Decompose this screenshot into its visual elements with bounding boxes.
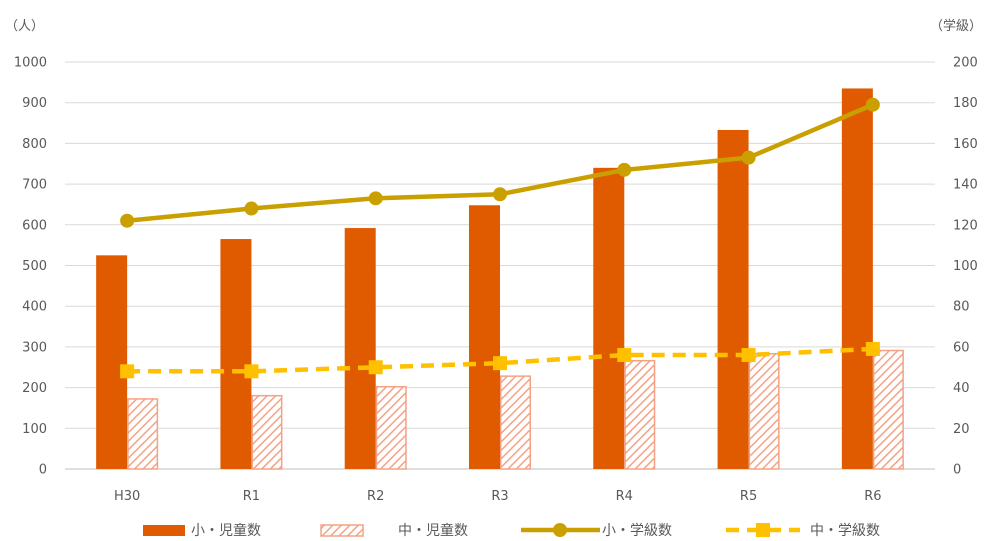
y-left-tick-label: 0: [39, 463, 47, 478]
bar-chu-jidou: [874, 350, 904, 469]
y-left-tick-label: 1000: [14, 56, 47, 71]
bar-chu-jidou: [749, 354, 779, 469]
marker-chu-gakkyu: [120, 364, 134, 378]
y-right-tick-label: 140: [953, 178, 978, 193]
y-right-tick-label: 20: [953, 422, 970, 437]
bar-sho-jidou: [593, 168, 624, 469]
legend-label-sho-jidou: 小・児童数: [191, 522, 261, 539]
y-right-unit: （学級）: [930, 18, 982, 34]
legend-swatch-chu-jidou: [321, 525, 363, 536]
bar-sho-jidou: [718, 130, 749, 469]
y-left-tick-label: 500: [22, 259, 47, 274]
x-tick-label: R2: [367, 489, 384, 504]
marker-sho-gakkyu: [866, 98, 880, 112]
y-right-tick-label: 40: [953, 381, 970, 396]
y-left-tick-label: 700: [22, 178, 47, 193]
marker-sho-gakkyu: [493, 187, 507, 201]
y-left-tick-label: 800: [22, 137, 47, 152]
y-right-tick-label: 120: [953, 218, 978, 233]
marker-sho-gakkyu: [369, 191, 383, 205]
y-left-tick-label: 200: [22, 381, 47, 396]
bar-chu-jidou: [252, 396, 282, 469]
marker-chu-gakkyu: [866, 342, 880, 356]
marker-chu-gakkyu: [493, 356, 507, 370]
legend: 小・児童数 中・児童数 小・学級数 中・学級数: [143, 522, 880, 539]
x-tick-label: H30: [114, 489, 140, 504]
marker-chu-gakkyu: [742, 348, 756, 362]
y-left-tick-label: 900: [22, 96, 47, 111]
y-right-tick-label: 80: [953, 300, 970, 315]
legend-marker-sho-gakkyu: [553, 523, 567, 537]
legend-label-chu-gakkyu: 中・学級数: [810, 523, 880, 539]
marker-chu-gakkyu: [244, 364, 258, 378]
marker-sho-gakkyu: [244, 202, 258, 216]
y-left-tick-label: 400: [22, 300, 47, 315]
bar-chu-jidou: [376, 387, 406, 469]
y-right-tick-label: 60: [953, 340, 970, 355]
marker-sho-gakkyu: [617, 163, 631, 177]
y-right-tick-label: 160: [953, 137, 978, 152]
x-tick-label: R6: [864, 489, 881, 504]
y-right-tick-label: 200: [953, 56, 978, 71]
y-right-tick-label: 180: [953, 96, 978, 111]
y-right-tick-label: 0: [953, 463, 961, 478]
line-sho-gakkyu: [127, 105, 873, 221]
legend-swatch-sho-jidou: [143, 525, 185, 536]
marker-chu-gakkyu: [617, 348, 631, 362]
x-tick-label: R3: [491, 489, 508, 504]
y-left-tick-label: 100: [22, 422, 47, 437]
bar-chu-jidou: [501, 376, 531, 469]
x-tick-label: R5: [740, 489, 757, 504]
bar-chu-jidou: [128, 399, 157, 469]
x-tick-label: R1: [243, 489, 260, 504]
bar-sho-jidou: [220, 239, 251, 469]
bar-sho-jidou: [469, 205, 500, 469]
y-left-unit: （人）: [5, 19, 44, 34]
legend-label-chu-jidou: 中・児童数: [398, 522, 468, 539]
bar-chu-jidou: [625, 361, 655, 469]
y-left-tick-label: 600: [22, 218, 47, 233]
bar-sho-jidou: [345, 228, 376, 469]
legend-marker-chu-gakkyu: [756, 523, 770, 537]
y-left-tick-label: 300: [22, 340, 47, 355]
bar-sho-jidou: [842, 88, 873, 469]
x-tick-label: R4: [616, 489, 633, 504]
marker-sho-gakkyu: [742, 151, 756, 165]
legend-label-sho-gakkyu: 小・学級数: [602, 523, 672, 539]
y-right-tick-label: 100: [953, 259, 978, 274]
bar-sho-jidou: [96, 255, 127, 469]
marker-chu-gakkyu: [369, 360, 383, 374]
marker-sho-gakkyu: [120, 214, 134, 228]
